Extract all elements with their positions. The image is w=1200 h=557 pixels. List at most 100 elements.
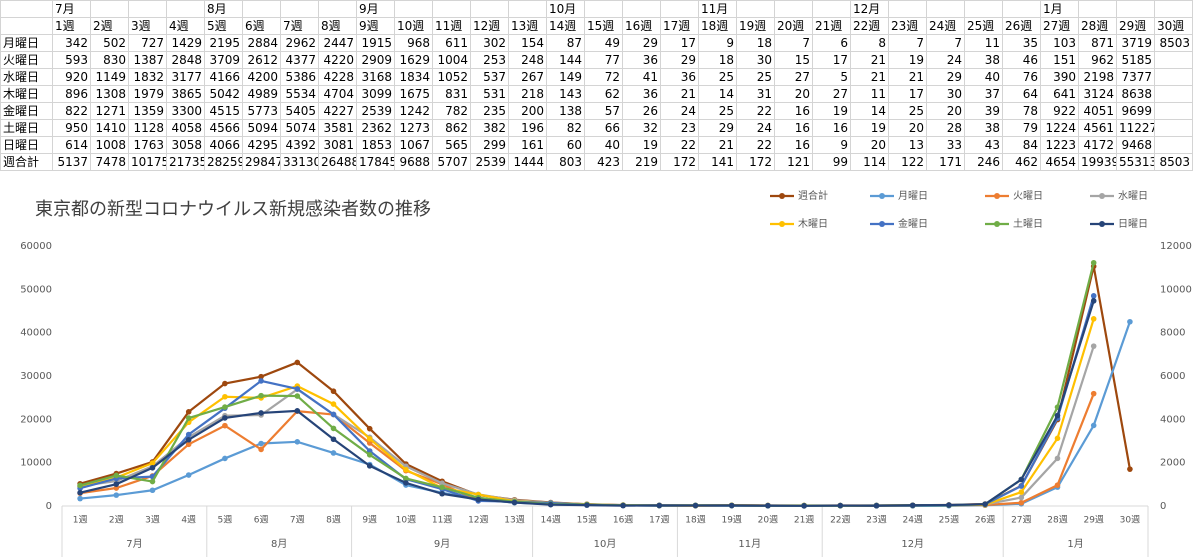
cell [280,0,319,18]
data-point [366,436,373,442]
x-group-label: 7月 [126,538,142,550]
cell: 2539 [356,102,395,120]
cell [736,0,775,18]
data-point [366,463,373,469]
cell: 38 [964,51,1003,69]
cell: 1429 [166,34,205,52]
cell: 3週 [128,17,167,35]
data-point [547,501,554,508]
data-point [1090,259,1097,266]
series-line [79,321,1131,507]
cell: 20 [926,102,965,120]
cell: 830 [90,51,129,69]
cell: 12月 [850,0,889,18]
cell: 28259 [204,153,243,171]
series-line [79,318,1095,507]
cell: 3300 [166,102,205,120]
cell [318,0,357,18]
cell: 2962 [280,34,319,52]
data-point [330,436,337,443]
cell: 611 [432,34,471,52]
cell: 1915 [356,34,395,52]
cell: 32 [622,119,661,137]
cell: 7377 [1116,68,1155,86]
x-group-label: 9月 [434,538,450,550]
cell: 2362 [356,119,395,137]
cell: 29 [698,119,737,137]
cell: 143 [546,85,585,103]
data-point [113,492,120,498]
cell: 19 [812,102,851,120]
cell: 6週 [242,17,281,35]
cell: 16 [774,102,813,120]
cell: 4377 [280,51,319,69]
cell: 862 [432,119,471,137]
cell: 141 [698,153,737,171]
y-tick-label: 50000 [20,284,52,295]
cell: 4200 [242,68,281,86]
series-line [79,393,1095,507]
cell: 1052 [432,68,471,86]
cell: 1149 [90,68,129,86]
cell: 1853 [356,136,395,154]
cell: 7 [888,34,927,52]
data-point [1090,390,1097,397]
cell: 4566 [204,119,243,137]
cell: 35 [1002,34,1041,52]
data-point [366,452,373,458]
cell: 20 [850,136,889,154]
cell [1002,0,1041,18]
x-tick-label: 5週 [218,515,233,526]
data-point [1054,482,1061,488]
cell: 17 [660,34,699,52]
cell: 4704 [318,85,357,103]
cell: 1308 [90,85,129,103]
legend-label: 日曜日 [1118,218,1148,230]
cell: 382 [470,119,509,137]
cell [1154,136,1193,154]
cell [1154,0,1193,18]
x-tick-label: 28週 [1047,515,1067,526]
cell: 2909 [356,51,395,69]
cell: 5週 [204,17,243,35]
data-point [294,408,301,414]
x-tick-label: 15週 [577,515,597,526]
cell: 1271 [90,102,129,120]
cell: 22 [736,102,775,120]
y-tick-label: 10000 [20,458,52,469]
cell: 2198 [1078,68,1117,86]
data-point [511,499,518,506]
legend-marker [879,221,885,227]
y-tick-label: 40000 [20,328,52,339]
cell: 1832 [128,68,167,86]
chart-title: 東京都の新型コロナウイルス新規感染者数の推移 [35,199,431,220]
cell: 1763 [128,136,167,154]
row: 7月 8月 9月 10月 11月 12月 1月 [0,0,1193,18]
cell: 1004 [432,51,471,69]
x-tick-label: 30週 [1120,515,1140,526]
data-point [801,503,807,509]
cell: 5386 [280,68,319,86]
data-point [946,502,952,508]
cell: 2447 [318,34,357,52]
cell: 267 [508,68,547,86]
data-point [1018,483,1025,489]
x-tick-label: 27週 [1011,515,1031,526]
data-point [330,388,337,395]
chart: 東京都の新型コロナウイルス新規感染者数の推移 01000020000300004… [20,189,1192,557]
cell: 25週 [964,17,1003,35]
cell: 8月 [204,0,243,18]
cell: 17845 [356,153,395,171]
cell: 218 [508,85,547,103]
data-point [149,460,156,466]
data-point [1127,466,1133,472]
x-group-label: 12月 [901,538,924,550]
data-point [692,502,699,509]
cell: 79 [1002,119,1041,137]
cell: 4392 [280,136,319,154]
legend-label: 木曜日 [798,218,828,230]
legend-label: 火曜日 [1013,190,1043,202]
data-point [403,480,409,486]
cell: 87 [546,34,585,52]
data-point [185,431,192,438]
